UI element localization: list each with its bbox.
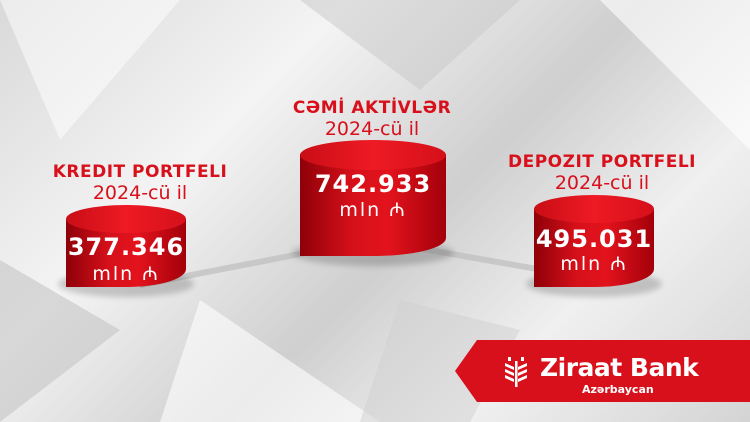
depozit-cylinder: 495.031 mln ₼ (526, 195, 662, 297)
item-unit: mln ₼ (92, 263, 160, 285)
wheat-icon (505, 357, 527, 387)
item-value: 495.031 (535, 225, 653, 253)
item-title: CƏMİ AKTİVLƏR (292, 98, 452, 118)
logo-banner (455, 340, 750, 402)
logo-name: Ziraat Bank (540, 353, 699, 382)
item-title: DEPOZIT PORTFELI (507, 152, 697, 172)
depozit-label: DEPOZIT PORTFELI 2024-cü il (492, 152, 712, 194)
item-value: 377.346 (67, 233, 185, 261)
item-year: 2024-cü il (92, 182, 188, 204)
item-unit: mln ₼ (560, 253, 628, 275)
item-unit: mln ₼ (339, 199, 407, 221)
item-title: KREDIT PORTFELI (52, 162, 228, 182)
item-value: 742.933 (314, 170, 432, 198)
item-year: 2024-cü il (554, 172, 650, 194)
kredit-label: KREDIT PORTFELI 2024-cü il (40, 162, 240, 204)
kredit-cylinder: 377.346 mln ₼ (58, 205, 194, 297)
aktivler-cylinder: 742.933 mln ₼ (292, 140, 454, 266)
logo-subtitle: Azərbaycan (582, 383, 654, 396)
item-year: 2024-cü il (324, 118, 420, 140)
aktivler-label: CƏMİ AKTİVLƏR 2024-cü il (272, 98, 472, 140)
